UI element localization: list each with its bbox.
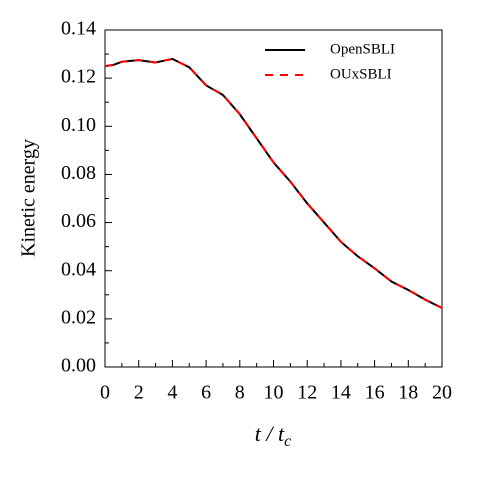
x-tick-label: 8 xyxy=(235,382,245,404)
x-tick-label: 4 xyxy=(167,382,177,404)
y-tick-label: 0.10 xyxy=(61,114,96,136)
y-tick-label: 0.12 xyxy=(61,66,96,88)
legend-label: OpenSBLI xyxy=(330,41,395,57)
y-tick-label: 0.06 xyxy=(61,210,96,232)
x-axis-label-sub: c xyxy=(284,433,291,450)
legend-label: OUxSBLI xyxy=(330,66,392,82)
x-tick-label: 6 xyxy=(201,382,211,404)
x-tick-label: 2 xyxy=(134,382,144,404)
y-tick-label: 0.00 xyxy=(61,355,96,377)
x-tick-label: 16 xyxy=(365,382,385,404)
y-axis-label: Kinetic energy xyxy=(18,139,40,257)
x-tick-label: 0 xyxy=(100,382,110,404)
x-tick-label: 18 xyxy=(398,382,418,404)
x-tick-label: 12 xyxy=(297,382,317,404)
x-tick-label: 10 xyxy=(264,382,284,404)
y-tick-label: 0.14 xyxy=(61,18,96,40)
x-tick-label: 20 xyxy=(432,382,452,404)
y-tick-label: 0.08 xyxy=(61,162,96,184)
series-line xyxy=(104,57,443,309)
x-tick-label: 14 xyxy=(331,382,351,404)
series-line xyxy=(104,57,443,309)
y-tick-label: 0.02 xyxy=(61,306,96,328)
x-axis-label: t / tc xyxy=(255,421,291,450)
y-tick-label: 0.04 xyxy=(61,258,96,280)
x-axis-label-main: t / t xyxy=(255,421,285,446)
